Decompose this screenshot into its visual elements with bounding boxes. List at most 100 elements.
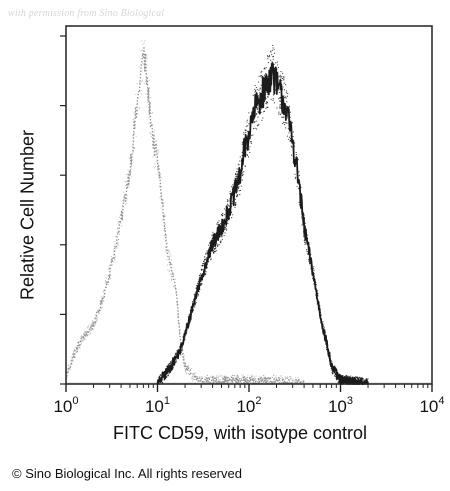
histogram-point-isotype [279, 378, 281, 380]
histogram-point-isotype [187, 366, 189, 368]
series-layer [65, 40, 369, 385]
histogram-point-cd59 [179, 344, 182, 346]
histogram-point-cd59 [214, 244, 216, 246]
histogram-point-cd59 [288, 118, 290, 120]
histogram-point-isotype [154, 165, 156, 168]
histogram-point-cd59 [281, 72, 284, 74]
histogram-point-cd59 [253, 128, 255, 130]
histogram-point-cd59 [205, 252, 207, 254]
histogram-point-cd59 [185, 328, 187, 331]
histogram-point-cd59 [232, 184, 234, 186]
histogram-point-cd59 [245, 143, 247, 145]
histogram-point-isotype [253, 377, 255, 379]
histogram-point-cd59 [229, 208, 231, 210]
histogram-point-isotype [84, 333, 86, 335]
histogram-point-cd59 [168, 371, 171, 374]
histogram-point-isotype [215, 380, 218, 382]
histogram-point-cd59 [361, 378, 363, 380]
histogram-point-cd59 [256, 88, 258, 91]
histogram-point-isotype [165, 246, 167, 248]
histogram-point-cd59 [239, 160, 241, 162]
histogram-point-cd59 [216, 245, 219, 247]
histogram-point-isotype [195, 372, 197, 374]
histogram-point-cd59 [282, 86, 284, 88]
histogram-point-isotype [195, 376, 197, 378]
x-tick-base: 10 [419, 397, 438, 416]
histogram-point-cd59 [224, 228, 226, 230]
histogram-point-isotype [211, 375, 213, 377]
histogram-point-cd59 [273, 48, 275, 50]
histogram-point-cd59 [266, 55, 269, 57]
histogram-point-cd59 [176, 357, 179, 359]
histogram-point-isotype [129, 156, 131, 158]
histogram-point-cd59 [254, 88, 256, 90]
histogram-point-isotype [244, 381, 246, 383]
histogram-point-isotype [88, 324, 90, 326]
histogram-point-isotype [191, 378, 193, 380]
histogram-point-isotype [163, 214, 166, 216]
histogram-point-cd59 [268, 72, 270, 75]
histogram-point-isotype [148, 122, 150, 124]
histogram-point-cd59 [283, 121, 285, 123]
histogram-point-isotype [126, 194, 128, 196]
x-tick-exponent: 0 [72, 395, 78, 407]
histogram-point-cd59 [327, 350, 329, 353]
histogram-point-isotype [183, 362, 185, 364]
histogram-point-isotype [193, 373, 195, 375]
histogram-point-cd59 [304, 226, 306, 228]
histogram-point-cd59 [180, 347, 183, 349]
histogram-point-cd59 [263, 84, 265, 87]
histogram-point-cd59 [189, 317, 191, 319]
histogram-point-cd59 [342, 377, 344, 380]
histogram-point-isotype [136, 83, 138, 85]
histogram-point-cd59 [352, 378, 354, 380]
histogram-point-cd59 [215, 238, 217, 240]
histogram-point-isotype [69, 364, 71, 366]
histogram-point-cd59 [292, 135, 294, 138]
histogram-point-isotype [113, 261, 115, 263]
histogram-point-cd59 [230, 205, 232, 207]
histogram-point-cd59 [212, 249, 214, 251]
histogram-point-isotype [133, 131, 135, 133]
histogram-point-isotype [187, 372, 189, 375]
histogram-point-cd59 [306, 253, 309, 255]
histogram-point-cd59 [191, 301, 194, 303]
histogram-point-cd59 [310, 264, 313, 267]
histogram-point-isotype [285, 377, 287, 379]
histogram-point-cd59 [303, 239, 305, 242]
histogram-point-cd59 [168, 370, 170, 372]
histogram-point-cd59 [239, 170, 241, 173]
histogram-point-isotype [121, 212, 123, 214]
histogram-point-cd59 [283, 95, 285, 97]
histogram-point-isotype [196, 379, 198, 381]
histogram-point-isotype [177, 321, 180, 323]
histogram-point-isotype [127, 169, 129, 171]
histogram-point-cd59 [188, 313, 190, 315]
histogram-point-isotype [168, 249, 170, 251]
histogram-point-isotype [143, 42, 145, 44]
histogram-point-isotype [177, 315, 179, 317]
histogram-point-cd59 [260, 106, 262, 108]
histogram-point-cd59 [278, 83, 280, 85]
histogram-point-cd59 [206, 267, 208, 270]
histogram-point-cd59 [358, 382, 360, 384]
histogram-point-isotype [96, 319, 98, 322]
x-axis-label: FITC CD59, with isotype control [112, 423, 368, 443]
histogram-point-cd59 [302, 219, 304, 221]
histogram-point-isotype [148, 79, 150, 81]
histogram-point-cd59 [197, 287, 200, 289]
histogram-point-cd59 [324, 329, 326, 331]
histogram-point-cd59 [354, 376, 357, 378]
histogram-point-cd59 [182, 341, 184, 343]
histogram-point-isotype [102, 303, 104, 305]
histogram-point-cd59 [259, 75, 262, 77]
histogram-point-cd59 [205, 273, 207, 275]
histogram-point-cd59 [245, 129, 247, 132]
histogram-point-cd59 [173, 356, 176, 358]
histogram-point-cd59 [279, 100, 281, 103]
histogram-point-cd59 [229, 214, 231, 216]
histogram-point-cd59 [221, 238, 223, 241]
histogram-point-cd59 [325, 338, 328, 341]
histogram-point-cd59 [283, 123, 286, 126]
histogram-point-cd59 [244, 142, 246, 144]
